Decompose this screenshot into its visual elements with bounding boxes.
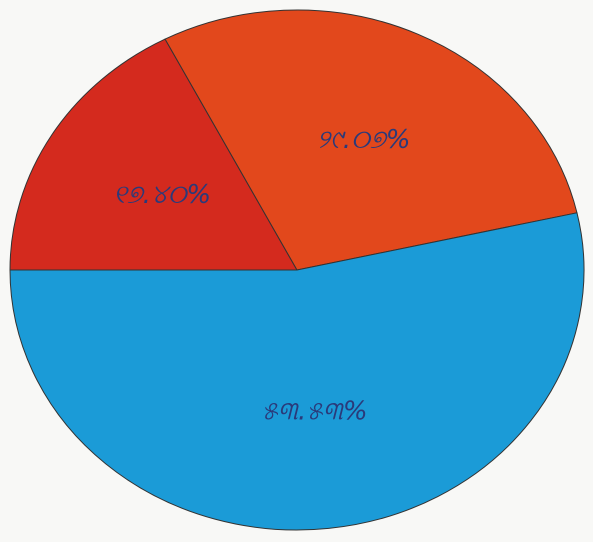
slice-label: ୫୩.୫୩%	[261, 397, 367, 427]
slice-label: ୧୭.୪୦%	[113, 180, 211, 210]
pie-slice	[9, 38, 298, 271]
pie-slice	[164, 9, 578, 271]
pie-slice	[9, 212, 585, 531]
slice-label: ୨୯.୦୭%	[317, 125, 411, 155]
